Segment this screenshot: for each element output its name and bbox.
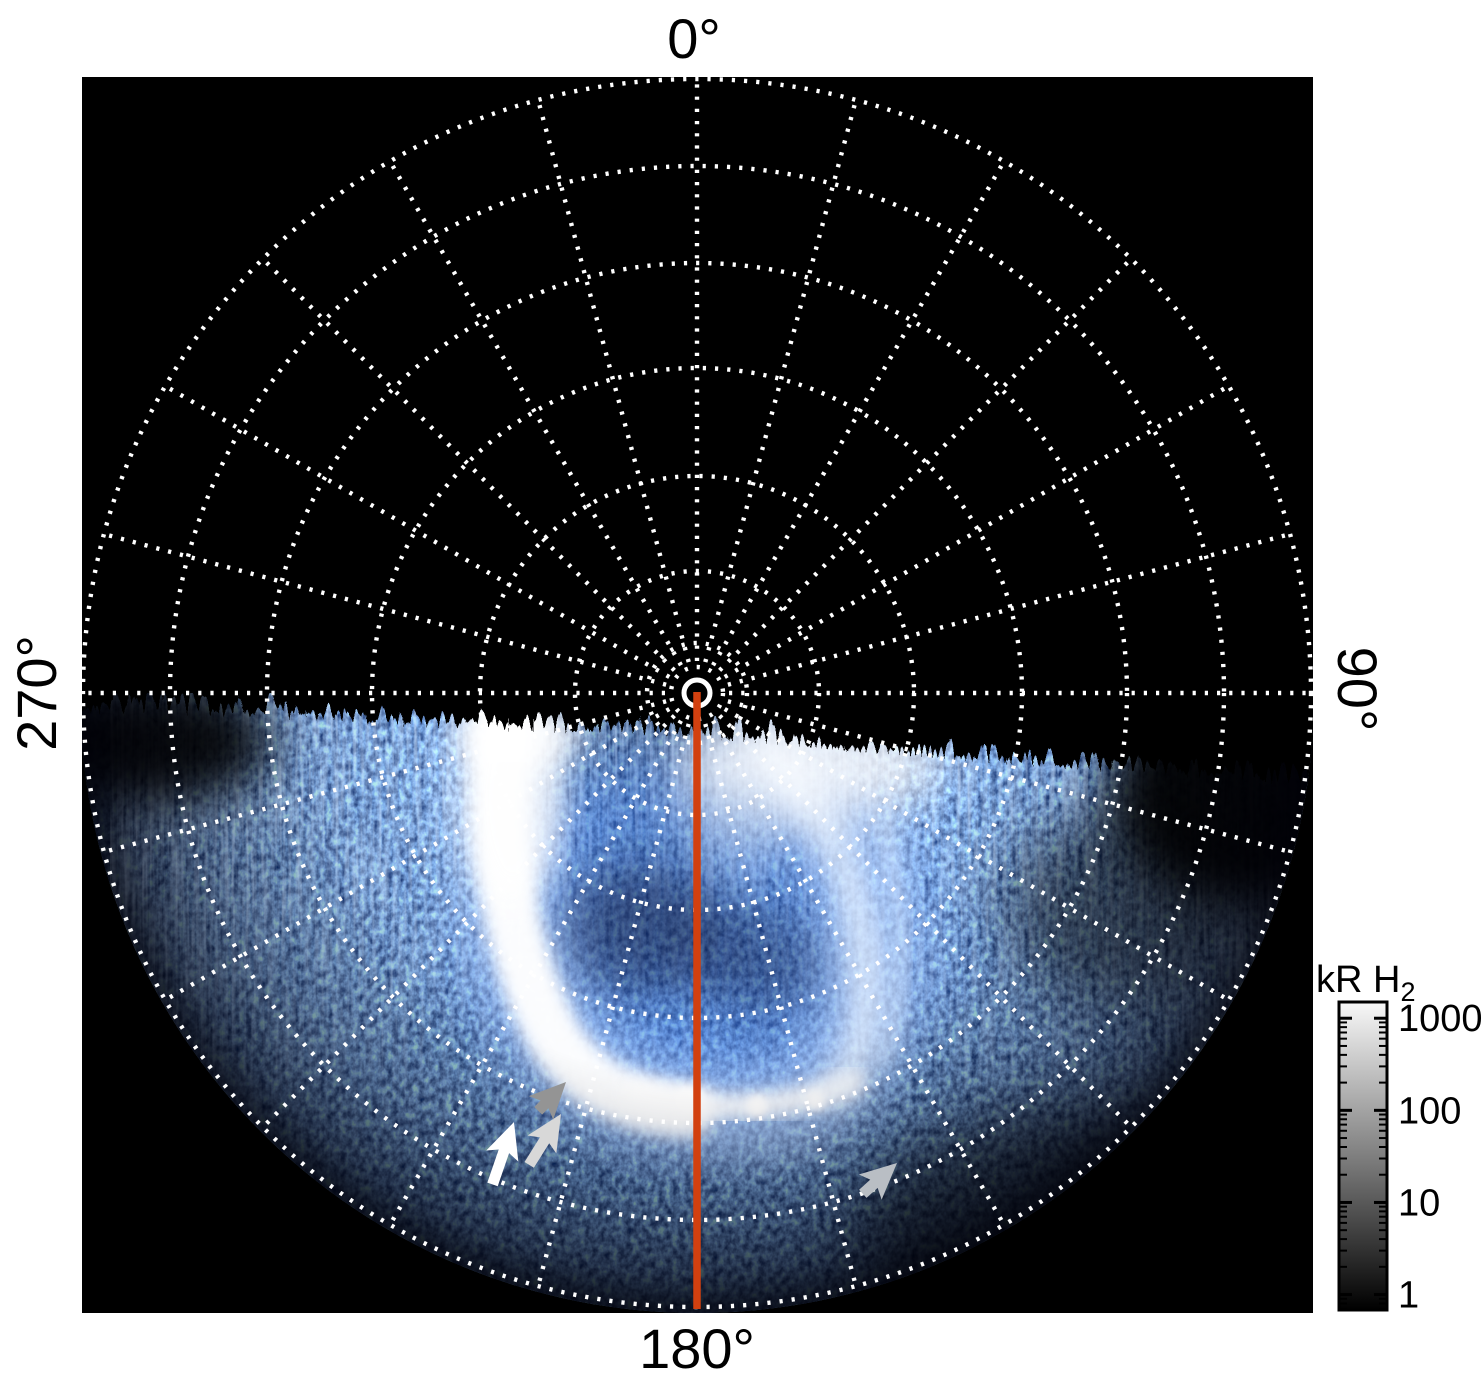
colorbar-ticks <box>1340 1016 1386 1310</box>
colorbar-title-subscript: 2 <box>1400 977 1415 1007</box>
annotation-arrows <box>486 1082 897 1200</box>
annotation-arrow <box>528 1082 566 1120</box>
jagged-data-edge <box>82 693 1313 772</box>
annotation-arrow <box>858 1163 897 1200</box>
colorbar-title-text: kR H <box>1316 959 1400 1001</box>
colorbar-gradient-bar <box>1337 1000 1389 1312</box>
colorbar: kR H2 1000 100 10 1 <box>1316 959 1481 1317</box>
grid-ring <box>644 640 750 746</box>
colorbar-tick-label-10: 10 <box>1398 1182 1440 1224</box>
angle-label-90: 90° <box>1326 647 1389 732</box>
angle-label-270: 270° <box>5 635 68 751</box>
colorbar-title: kR H2 <box>1316 959 1415 1007</box>
grid-ring <box>572 568 822 818</box>
annotation-arrow <box>486 1122 519 1187</box>
colorbar-tick-label-1: 1 <box>1398 1275 1419 1317</box>
grid-ring <box>264 260 1130 1126</box>
angle-label-180: 180° <box>639 1317 755 1380</box>
colorbar-tick-label-1000: 1000 <box>1398 998 1481 1040</box>
grid-ring <box>668 664 726 722</box>
annotation-arrow <box>524 1114 561 1168</box>
angle-label-0: 0° <box>667 7 721 70</box>
colorbar-tick-label-100: 100 <box>1398 1090 1461 1132</box>
grid-ring <box>167 163 1227 1223</box>
